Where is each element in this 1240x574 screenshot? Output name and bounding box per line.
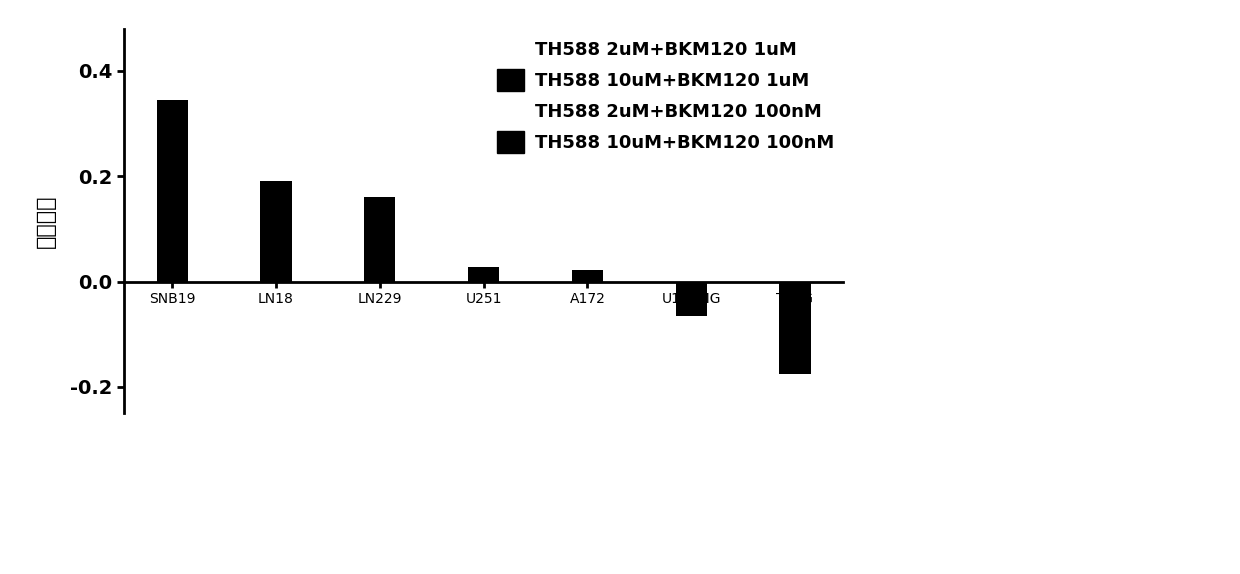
Bar — [467, 267, 500, 282]
Bar — [260, 181, 291, 282]
Bar — [572, 270, 603, 282]
Y-axis label: 敏感指数: 敏感指数 — [36, 194, 56, 248]
Bar — [780, 282, 811, 374]
Bar — [156, 100, 187, 282]
Bar — [365, 197, 396, 282]
Legend: TH588 2uM+BKM120 1uM, TH588 10uM+BKM120 1uM, TH588 2uM+BKM120 100nM, TH588 10uM+: TH588 2uM+BKM120 1uM, TH588 10uM+BKM120 … — [497, 38, 835, 153]
Bar — [676, 282, 707, 316]
